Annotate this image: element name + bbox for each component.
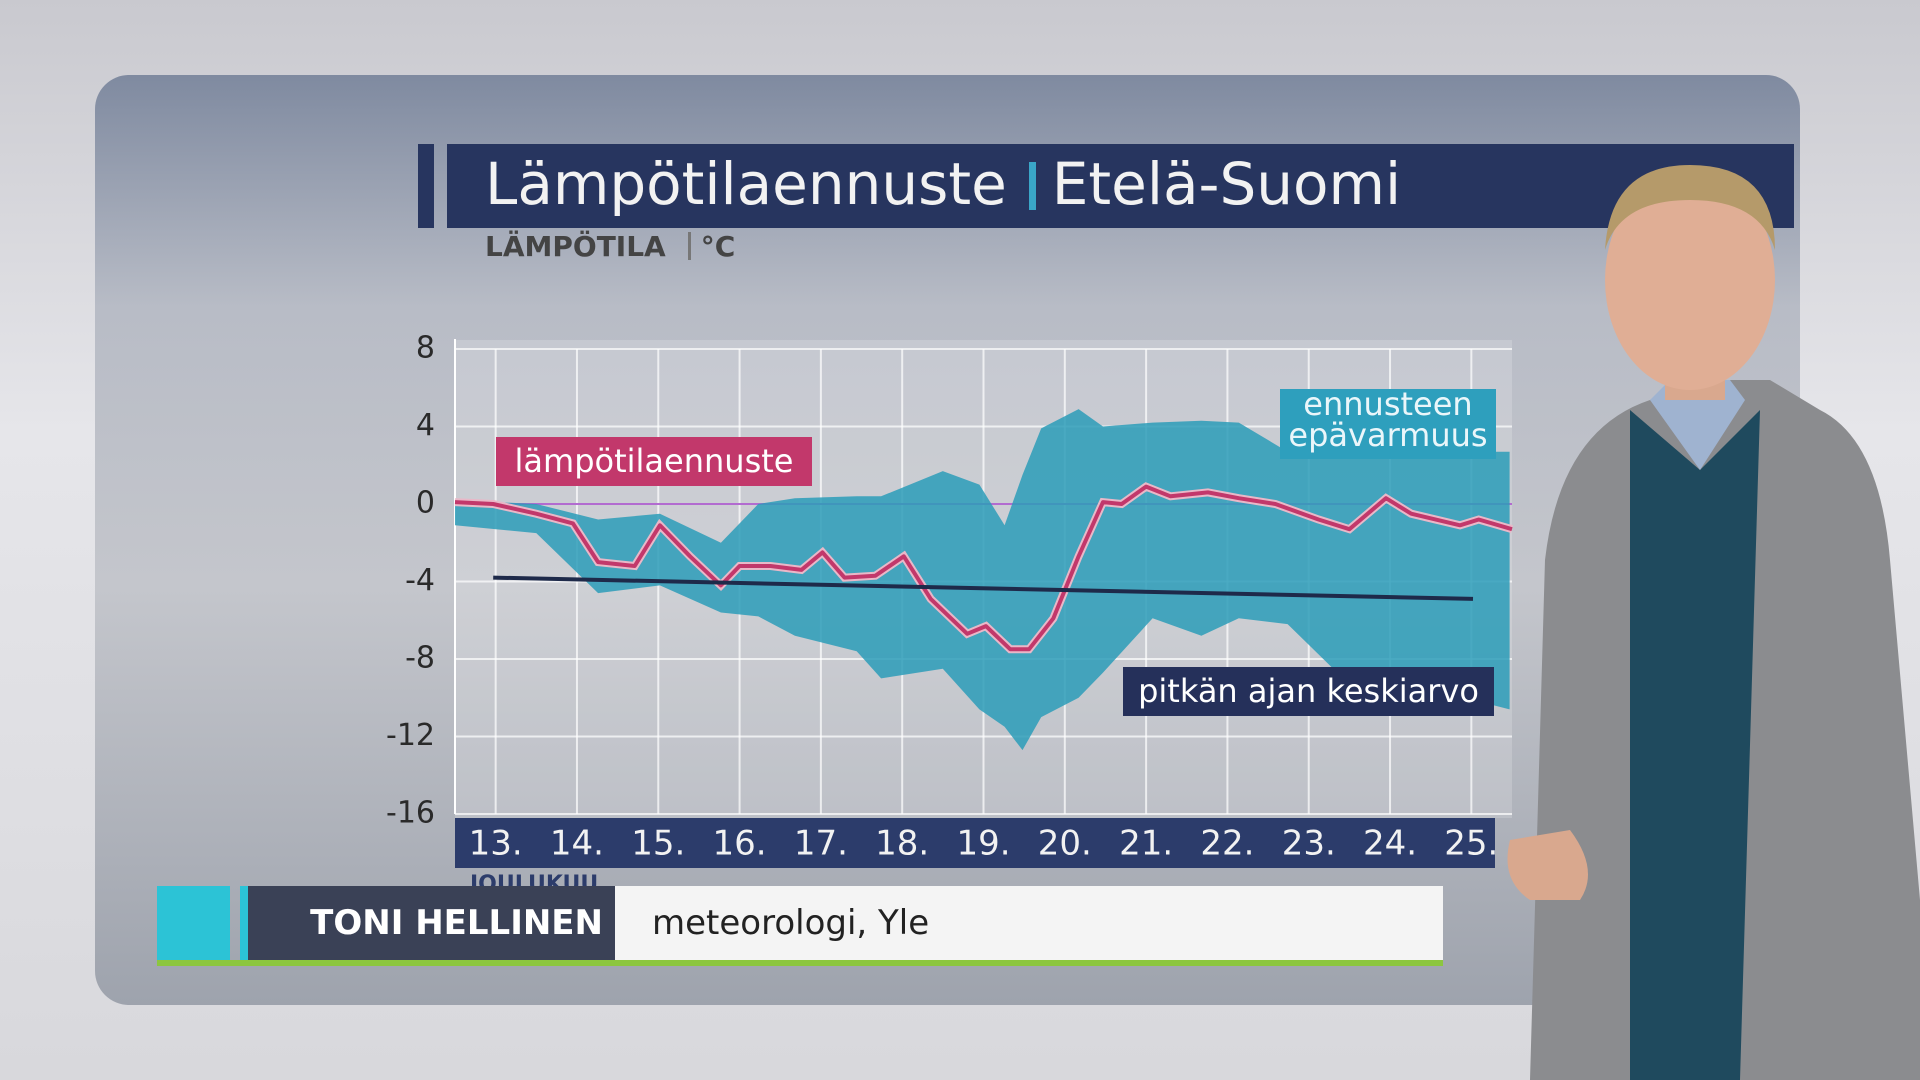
axis-caption: LÄMPÖTILA °C [485, 230, 735, 263]
x-tick-label: 20. [1038, 824, 1092, 864]
x-tick-label: 25. [1444, 824, 1498, 864]
y-tick-label: 0 [416, 486, 435, 521]
accent-block [157, 886, 230, 960]
forecast-line [454, 484, 1513, 652]
x-tick-label: 13. [469, 824, 523, 864]
x-tick-label: 22. [1200, 824, 1254, 864]
x-tick-label: 15. [631, 824, 685, 864]
presenter-name: TONI HELLINEN [310, 903, 603, 943]
y-tick-label: -8 [405, 641, 435, 676]
y-tick-label: -16 [386, 796, 435, 831]
y-tick-label: 4 [416, 408, 435, 443]
y-tick-label: 8 [416, 331, 435, 366]
x-tick-label: 21. [1119, 824, 1173, 864]
name-accent [240, 886, 248, 960]
role-plate [615, 886, 1443, 960]
x-tick-label: 19. [956, 824, 1010, 864]
chart-subtitle: Etelä-Suomi [1051, 150, 1402, 218]
x-tick-label: 16. [713, 824, 767, 864]
lower-third: TONI HELLINEN meteorologi, Yle [157, 886, 1443, 966]
average-line [493, 575, 1474, 601]
shirt-collar [1650, 380, 1745, 470]
title-bar [447, 144, 1794, 228]
date-bar [455, 818, 1495, 868]
y-tick-label: -4 [405, 563, 435, 598]
uncertainty-band [455, 409, 1510, 751]
y-axis-label: LÄMPÖTILA [485, 230, 666, 263]
hair [1605, 165, 1775, 250]
sweater [1630, 410, 1760, 1080]
y-axis-unit: °C [700, 230, 736, 263]
presenter-role: meteorologi, Yle [652, 903, 930, 943]
title-accent [418, 144, 434, 228]
head [1605, 170, 1775, 390]
hands [1507, 830, 1588, 900]
x-tick-label: 18. [875, 824, 929, 864]
x-tick-label: 14. [550, 824, 604, 864]
x-tick-label: 24. [1363, 824, 1417, 864]
x-tick-label: 17. [794, 824, 848, 864]
legend-average: pitkän ajan keskiarvo [1123, 667, 1494, 716]
y-tick-label: -12 [386, 718, 435, 753]
x-tick-label: 23. [1282, 824, 1336, 864]
title-block: Lämpötilaennuste Etelä-Suomi [485, 150, 1401, 218]
legend-uncertainty: ennusteen epävarmuus [1280, 388, 1496, 459]
legend-forecast: lämpötilaennuste [496, 437, 812, 486]
underline [157, 960, 1443, 966]
chart-title: Lämpötilaennuste [485, 150, 1007, 218]
